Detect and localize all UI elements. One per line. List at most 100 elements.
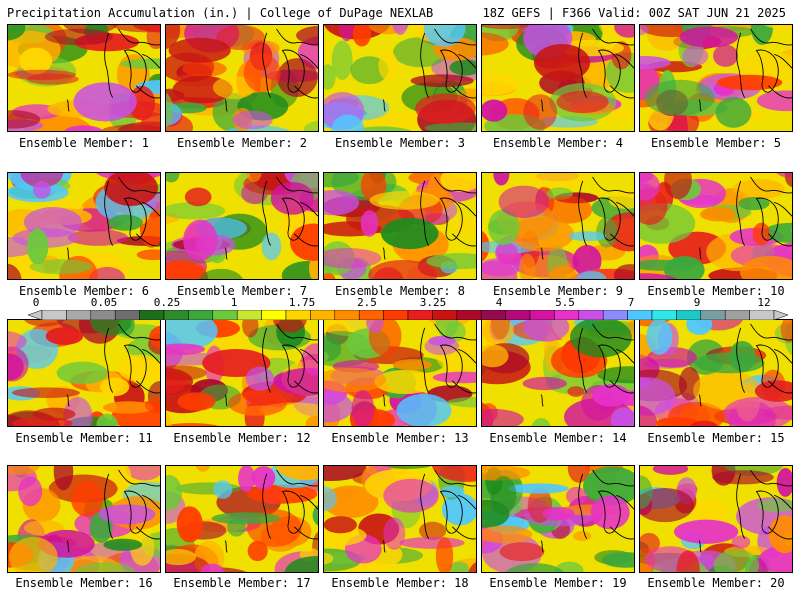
colorbar-tick-label: 7 [627,296,635,309]
colorbar-tick-label: 5.5 [555,296,575,309]
colorbar-swatch [432,310,458,320]
colorbar-swatch [627,310,653,320]
ensemble-map-6 [7,172,161,280]
colorbar-tick-label: 2.5 [357,296,377,309]
ensemble-member-label: Ensemble Member: 12 [173,431,311,445]
colorbar-swatch [700,310,726,320]
colorbar-swatch [163,310,189,320]
colorbar-swatch [651,310,677,320]
colorbar-swatch [383,310,409,320]
colorbar-swatch [41,310,67,320]
colorbar-swatch [554,310,580,320]
ensemble-member-label: Ensemble Member: 9 [492,284,624,298]
colorbar-swatch [236,310,262,320]
great-lakes-outline [540,28,634,112]
ensemble-member-label: Ensemble Member: 13 [331,431,469,445]
colorbar-swatch [749,310,775,320]
great-lakes-outline [382,28,476,112]
ensemble-member-label: Ensemble Member: 18 [331,576,469,590]
ensemble-member-label: Ensemble Member: 7 [176,284,308,298]
ensemble-member-label: Ensemble Member: 15 [647,431,785,445]
colorbar-tick-label: 0.25 [153,296,181,309]
ensemble-map-2 [165,24,319,132]
ensemble-member-label: Ensemble Member: 1 [18,136,150,150]
colorbar-swatch [66,310,92,320]
ensemble-map-4 [481,24,635,132]
ensemble-map-14 [481,319,635,427]
colorbar-swatch [114,310,140,320]
great-lakes-outline [382,469,476,553]
ensemble-map-18 [323,465,477,573]
ensemble-member-label: Ensemble Member: 16 [15,576,153,590]
colorbar-swatch [724,310,750,320]
great-lakes-outline [698,323,792,407]
great-lakes-outline [698,28,792,112]
ensemble-member-label: Ensemble Member: 2 [176,136,308,150]
ensemble-map-10 [639,172,793,280]
ensemble-member-label: Ensemble Member: 17 [173,576,311,590]
ensemble-map-17 [165,465,319,573]
ensemble-map-12 [165,319,319,427]
colorbar-swatch [676,310,702,320]
ensemble-member-label: Ensemble Member: 20 [647,576,785,590]
great-lakes-outline [224,469,318,553]
colorbar-swatch [578,310,604,320]
ensemble-map-13 [323,319,477,427]
colorbar-high-arrow [773,310,788,320]
great-lakes-outline [224,28,318,112]
colorbar-swatch [212,310,238,320]
ensemble-map-20 [639,465,793,573]
great-lakes-outline [698,176,792,260]
ensemble-map-7 [165,172,319,280]
great-lakes-outline [540,469,634,553]
ensemble-map-1 [7,24,161,132]
ensemble-map-8 [323,172,477,280]
colorbar-tick-label: 4 [495,296,503,309]
colorbar-swatch [310,310,336,320]
colorbar-swatch [139,310,165,320]
ensemble-member-label: Ensemble Member: 11 [15,431,153,445]
colorbar [28,310,788,320]
ensemble-member-label: Ensemble Member: 14 [489,431,627,445]
great-lakes-outline [66,176,160,260]
colorbar-tick-label: 1 [230,296,238,309]
ensemble-member-label: Ensemble Member: 6 [18,284,150,298]
ensemble-map-16 [7,465,161,573]
colorbar-swatch [480,310,506,320]
colorbar-tick-label: 0 [32,296,40,309]
ensemble-map-3 [323,24,477,132]
ensemble-map-5 [639,24,793,132]
colorbar-tick-label: 3.25 [419,296,447,309]
ensemble-map-19 [481,465,635,573]
ensemble-map-9 [481,172,635,280]
ensemble-map-11 [7,319,161,427]
great-lakes-outline [698,469,792,553]
colorbar-tick-label: 12 [757,296,771,309]
colorbar-swatch [407,310,433,320]
colorbar-swatch [285,310,311,320]
colorbar-swatch [188,310,214,320]
ensemble-member-label: Ensemble Member: 19 [489,576,627,590]
colorbar-swatch [456,310,482,320]
great-lakes-outline [540,323,634,407]
ensemble-member-label: Ensemble Member: 8 [334,284,466,298]
colorbar-swatch [602,310,628,320]
colorbar-low-arrow [28,310,43,320]
colorbar-swatch [529,310,555,320]
colorbar-swatch [334,310,360,320]
great-lakes-outline [382,323,476,407]
great-lakes-outline [382,176,476,260]
colorbar-swatch [358,310,384,320]
colorbar-swatch [90,310,116,320]
valid-time: 18Z GEFS | F366 Valid: 00Z SAT JUN 21 20… [482,6,786,20]
colorbar-tick-label: 9 [693,296,701,309]
colorbar-swatch [261,310,287,320]
ensemble-map-15 [639,319,793,427]
great-lakes-outline [66,28,160,112]
great-lakes-outline [66,469,160,553]
ensemble-member-label: Ensemble Member: 4 [492,136,624,150]
great-lakes-outline [224,323,318,407]
ensemble-member-label: Ensemble Member: 5 [650,136,782,150]
colorbar-swatch [505,310,531,320]
colorbar-tick-label: 0.05 [90,296,118,309]
